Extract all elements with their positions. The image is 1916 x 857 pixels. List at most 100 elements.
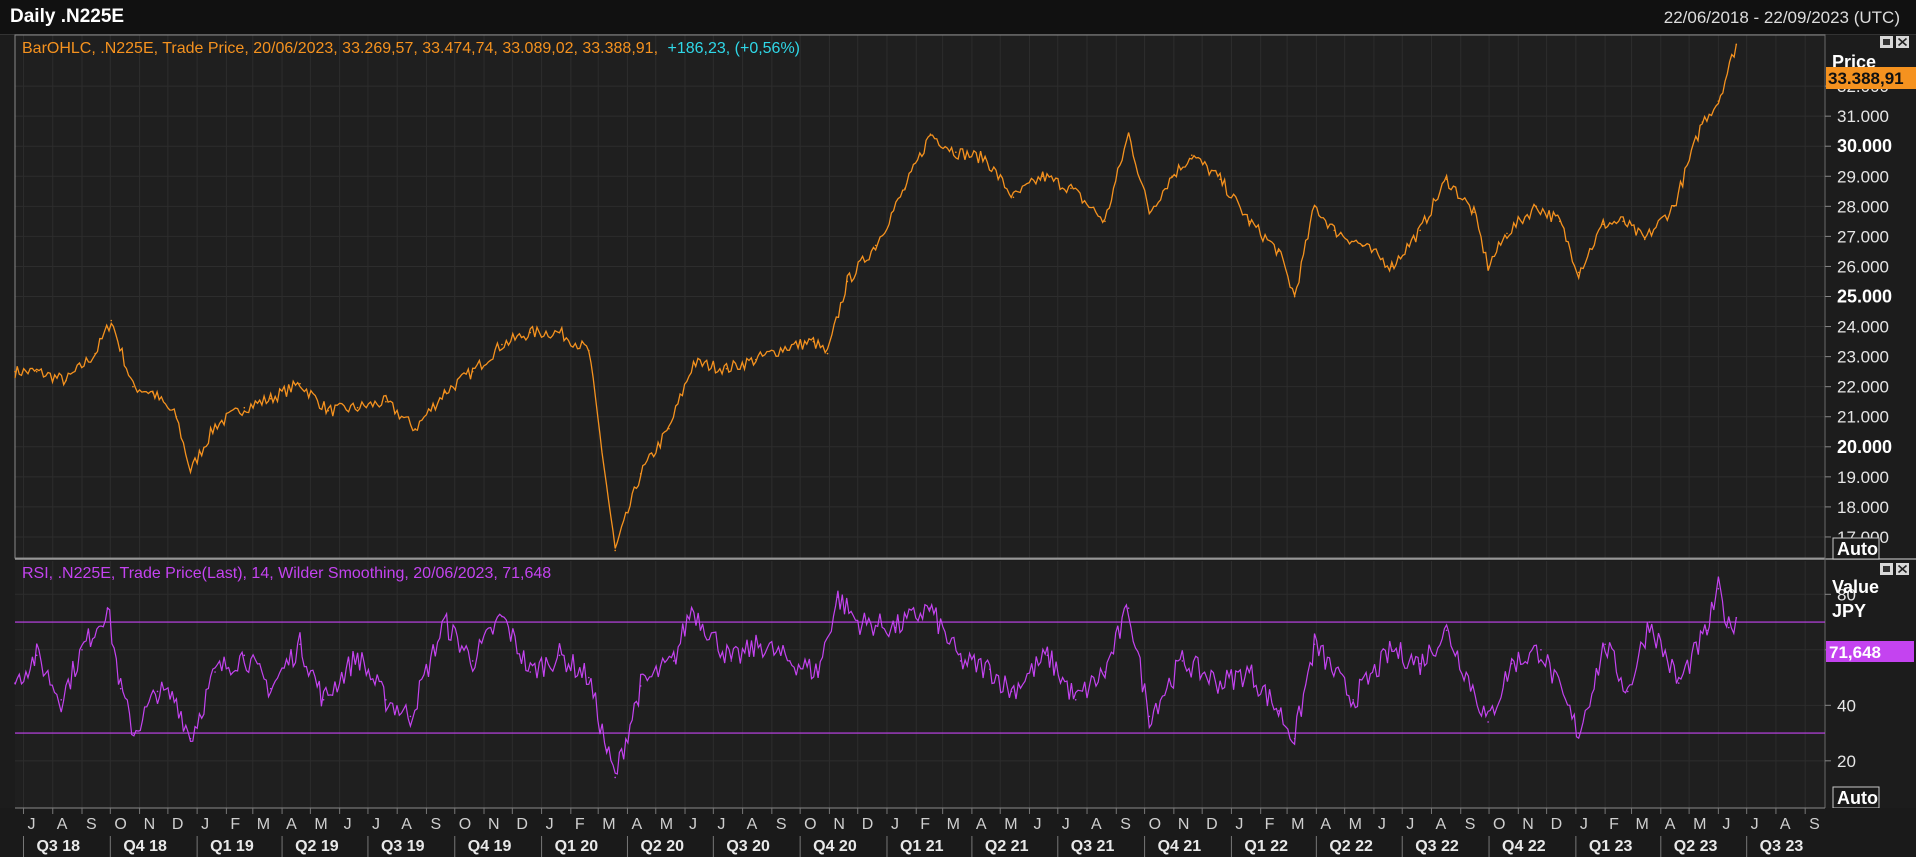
price-point	[175, 415, 178, 418]
month-label: A	[57, 816, 68, 833]
title-bar: Daily .N225E 22/06/2018 - 22/09/2023 (UT…	[0, 0, 1916, 35]
price-point	[1419, 229, 1421, 232]
rsi-point	[1181, 660, 1184, 662]
month-label: N	[144, 816, 156, 833]
price-point	[846, 280, 849, 283]
month-label: F	[1265, 816, 1275, 833]
month-label: O	[459, 816, 471, 833]
time-axis-area[interactable]	[0, 808, 1916, 857]
month-label: J	[1406, 816, 1414, 833]
price-point	[984, 157, 986, 160]
month-label: M	[314, 816, 327, 833]
price-point	[132, 385, 134, 388]
price-auto-label: Auto	[1837, 539, 1878, 559]
month-label: F	[920, 816, 930, 833]
chart-title: Daily .N225E	[10, 6, 125, 27]
quarter-label: Q1 20	[555, 838, 599, 855]
rsi-point	[1626, 690, 1629, 693]
rsi-point	[1677, 682, 1680, 684]
price-point	[1577, 271, 1580, 274]
price-point	[327, 409, 330, 412]
price-point	[94, 352, 97, 355]
rsi-point	[1727, 626, 1730, 629]
month-label: J	[372, 816, 380, 833]
price-point	[692, 361, 695, 364]
month-label: D	[1551, 816, 1563, 833]
price-tick-label: 24.000	[1837, 318, 1889, 337]
quarter-label: Q1 19	[210, 838, 254, 855]
quarter-label: Q2 23	[1674, 838, 1718, 855]
month-label: M	[602, 816, 615, 833]
rsi-point	[269, 687, 272, 690]
month-label: O	[804, 816, 816, 833]
month-label: J	[344, 816, 352, 833]
month-label: J	[1033, 816, 1041, 833]
quarter-label: Q2 20	[640, 838, 684, 855]
month-label: J	[1235, 816, 1243, 833]
price-point	[1622, 220, 1624, 223]
price-point	[1104, 220, 1106, 223]
price-legend: BarOHLC, .N225E, Trade Price, 20/06/2023…	[22, 40, 800, 57]
month-label: S	[1120, 816, 1131, 833]
rsi-point	[1487, 721, 1489, 723]
price-point	[904, 187, 906, 190]
rsi-point	[928, 607, 931, 609]
price-point	[1171, 175, 1173, 178]
price-panel-close-icon[interactable]	[1896, 36, 1909, 48]
price-point	[1313, 205, 1316, 208]
rsi-point	[817, 671, 819, 673]
price-point	[1012, 196, 1015, 199]
rsi-point	[356, 654, 359, 657]
rsi-panel-close-icon[interactable]	[1896, 563, 1909, 575]
rsi-legend: RSI, .N225E, Trade Price(Last), 14, Wild…	[22, 565, 551, 582]
price-point	[614, 549, 616, 552]
price-point	[1535, 205, 1538, 208]
rsi-point	[639, 685, 642, 687]
price-point	[356, 406, 359, 409]
month-label: J	[1722, 816, 1730, 833]
rsi-point	[894, 626, 897, 629]
price-point	[1643, 238, 1646, 241]
price-last-value-tag: 33.388,91	[1826, 67, 1916, 89]
price-point	[639, 473, 642, 475]
rsi-auto-button[interactable]: Auto	[1832, 786, 1880, 809]
rsi-point	[119, 687, 122, 690]
price-point	[826, 352, 829, 355]
month-label: A	[747, 816, 758, 833]
rsi-point	[1046, 654, 1049, 657]
rsi-point	[837, 596, 839, 598]
rsi-panel-maximize-icon[interactable]	[1880, 563, 1893, 575]
month-label: A	[1320, 816, 1331, 833]
rsi-point	[558, 654, 561, 657]
rsi-point	[856, 621, 859, 623]
month-label: D	[172, 816, 184, 833]
price-point	[299, 382, 301, 385]
rsi-point	[1604, 643, 1606, 646]
rsi-plot-area[interactable]	[15, 561, 1825, 808]
quarter-label: Q3 22	[1415, 838, 1459, 855]
quarter-label: Q4 19	[468, 838, 512, 855]
month-label: M	[660, 816, 673, 833]
price-tick-label: 20.000	[1837, 437, 1892, 457]
rsi-point	[35, 654, 38, 657]
price-point	[414, 427, 416, 430]
month-label: M	[257, 816, 270, 833]
price-point	[1391, 265, 1393, 268]
rsi-point	[730, 660, 733, 662]
quarter-label: Q2 21	[985, 838, 1029, 855]
price-panel-maximize-icon[interactable]	[1880, 36, 1893, 48]
month-label: J	[891, 816, 899, 833]
rsi-point	[959, 660, 962, 662]
rsi-point	[60, 698, 63, 701]
price-auto-button[interactable]: Auto	[1832, 537, 1880, 560]
rsi-reference-lines	[15, 621, 1825, 734]
rsi-point	[214, 671, 216, 673]
month-label: O	[1493, 816, 1505, 833]
rsi-point	[690, 607, 693, 609]
quarter-label: Q1 23	[1589, 838, 1633, 855]
rsi-auto-label: Auto	[1837, 788, 1878, 808]
month-label: M	[947, 816, 960, 833]
price-point	[1701, 121, 1704, 123]
